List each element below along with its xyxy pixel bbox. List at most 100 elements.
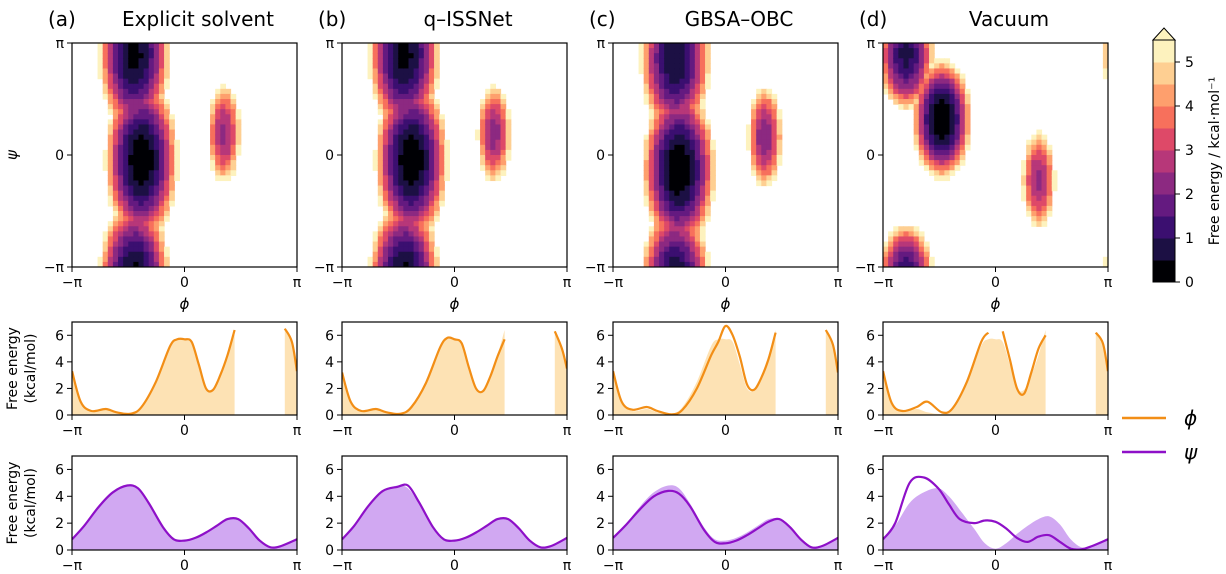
fes-cell: [398, 216, 404, 222]
fes-cell: [934, 119, 940, 126]
fes-cell: [434, 256, 440, 263]
fes-cell: [679, 200, 686, 207]
fes-cell: [123, 83, 129, 90]
fes-cell: [107, 195, 114, 202]
colorbar-swatch: [1153, 216, 1175, 239]
fes-cell: [699, 160, 706, 166]
fes-cell: [679, 83, 686, 90]
fes-cell: [1102, 48, 1108, 54]
fes-cell: [705, 180, 711, 187]
fes-cell: [903, 241, 910, 248]
fes-cell: [648, 170, 655, 176]
fes-cell: [485, 104, 491, 110]
fes-cell: [653, 68, 660, 75]
fes-cell: [107, 149, 114, 156]
fes-cell: [913, 58, 920, 64]
fes-cell: [1031, 160, 1038, 166]
fes-cell: [107, 83, 114, 90]
fes-cell: [643, 139, 650, 146]
colorbar-tick-label: 4: [1185, 99, 1194, 115]
fes-cell: [653, 216, 660, 222]
fes-cell: [388, 99, 394, 105]
fes-cell: [107, 129, 114, 136]
fes-cell: [418, 195, 425, 202]
fes-cell: [648, 256, 655, 263]
fes-cell: [898, 231, 905, 238]
fes-cell: [495, 109, 502, 115]
fes-cell: [413, 226, 420, 232]
fes-cell: [1051, 175, 1058, 182]
fes-cell: [954, 114, 961, 120]
fes-cell: [97, 53, 104, 59]
fes-cell: [908, 63, 915, 70]
fes-cell: [439, 149, 445, 156]
fes-cell: [393, 134, 399, 141]
fes-cell: [143, 236, 150, 243]
fes-cell: [659, 63, 665, 70]
fes-cell: [123, 231, 129, 238]
fes-cell: [913, 251, 920, 258]
fes-cell: [393, 205, 399, 212]
fes-cell: [133, 73, 140, 80]
fes-cell: [164, 175, 170, 182]
fes-cell: [705, 170, 711, 176]
fes-cell: [382, 251, 389, 258]
fes-cell: [659, 124, 665, 131]
fes-cell: [679, 180, 686, 187]
fes-cell: [954, 88, 961, 95]
fes-cell: [964, 119, 971, 126]
fes-cell: [164, 104, 170, 110]
fes-cell: [97, 68, 104, 75]
fes-cell: [913, 63, 920, 70]
fes-cell: [235, 109, 242, 115]
reference-fill: [72, 485, 297, 550]
colorbar-swatch: [1153, 150, 1175, 173]
fes-cell: [705, 129, 711, 136]
fes-cell: [398, 119, 404, 126]
fes-cell: [684, 43, 691, 49]
fes-cell: [169, 185, 175, 192]
fes-cell: [220, 155, 227, 161]
fes-cell: [112, 190, 119, 197]
fes-cell: [148, 104, 155, 110]
fes-cell: [107, 119, 114, 126]
fes-cell: [918, 99, 925, 105]
fes-cell: [434, 78, 440, 85]
fes-cell: [669, 251, 675, 258]
fes-cell: [756, 99, 762, 105]
fes-cell: [382, 124, 389, 131]
fes-cell: [428, 48, 435, 54]
fes-cell: [664, 43, 670, 49]
fes-cell: [235, 124, 242, 131]
fes-cell: [102, 78, 109, 85]
fes-cell: [408, 63, 415, 70]
fes-cell: [377, 104, 384, 110]
fes-cell: [480, 129, 486, 136]
fes-cell: [923, 165, 930, 171]
fes-cell: [428, 68, 435, 75]
fes-cell: [495, 170, 502, 176]
fes-cell: [107, 155, 114, 161]
fes-cell: [148, 236, 155, 243]
fes-cell: [388, 195, 394, 202]
fes-cell: [133, 83, 140, 90]
series-line-psi: [72, 484, 297, 549]
fes-cell: [215, 93, 221, 100]
fes-cell: [403, 129, 410, 136]
fes-cell: [128, 256, 134, 263]
fes-cell: [403, 93, 410, 100]
fes-cell: [694, 43, 701, 49]
fes-cell: [664, 144, 670, 151]
series-line-phi: [1094, 331, 1108, 372]
fes-cell: [112, 139, 119, 146]
fes-cell: [1021, 180, 1027, 187]
fes-cell: [679, 48, 686, 54]
fes-cell: [893, 68, 899, 75]
fes-cell: [944, 83, 951, 90]
fes-cell: [428, 53, 435, 59]
fes-cell: [398, 175, 404, 182]
fes-cell: [388, 200, 394, 207]
fes-cell: [418, 221, 425, 227]
fes-cell: [776, 144, 783, 151]
fes-cell: [158, 99, 165, 105]
